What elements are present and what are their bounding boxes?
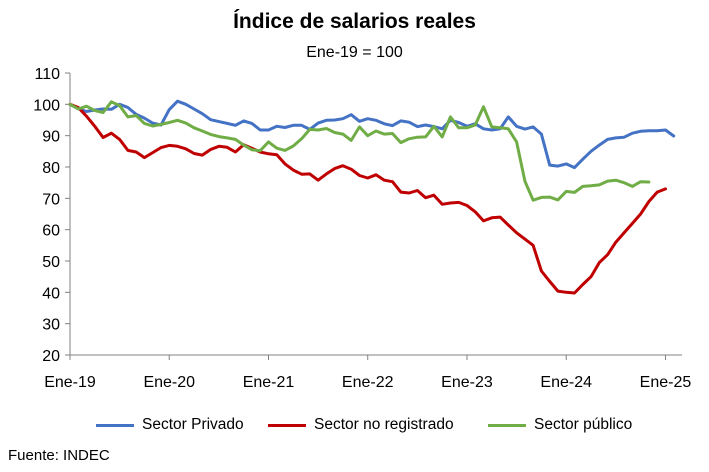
legend-swatch-sector-privado [96, 423, 134, 427]
legend-swatch-sector-no-registrado [268, 423, 306, 427]
source-note: Fuente: INDEC [8, 447, 110, 464]
y-tick-label: 110 [34, 66, 60, 83]
x-tick-label: Ene-19 [44, 374, 96, 391]
legend-item-sector-publico: Sector público [488, 414, 632, 436]
y-tick-label: 80 [42, 160, 60, 177]
chart-subtitle: Ene-19 = 100 [306, 44, 403, 61]
y-tick-label: 40 [42, 285, 60, 302]
series-line-sector-no-registrado [68, 102, 667, 295]
legend-item-sector-privado: Sector Privado [96, 414, 244, 436]
chart-legend: Sector Privado Sector no registrado Sect… [0, 414, 709, 436]
y-tick-label: 90 [42, 129, 60, 146]
x-tick-label: Ene-20 [143, 374, 195, 391]
series-line-sector-privado [68, 99, 676, 170]
x-tick-label: Ene-21 [243, 374, 295, 391]
legend-label-sector-privado: Sector Privado [142, 416, 244, 433]
chart-title: Índice de salarios reales [233, 10, 476, 33]
y-tick-label: 20 [42, 348, 60, 365]
series-line-sector-publico [68, 100, 651, 202]
y-tick-label: 100 [33, 97, 60, 114]
legend-label-sector-no-registrado: Sector no registrado [314, 416, 454, 433]
y-tick-label: 50 [42, 254, 60, 271]
x-tick-label: Ene-22 [342, 374, 394, 391]
y-tick-label: 30 [42, 317, 60, 334]
legend-item-sector-no-registrado: Sector no registrado [268, 414, 454, 436]
y-tick-label: 70 [42, 191, 60, 208]
x-tick-label: Ene-23 [441, 374, 493, 391]
y-tick-label: 60 [42, 223, 60, 240]
legend-label-sector-publico: Sector público [534, 416, 633, 433]
x-tick-label: Ene-25 [640, 374, 692, 391]
x-tick-label: Ene-24 [540, 374, 592, 391]
legend-swatch-sector-publico [488, 423, 526, 427]
